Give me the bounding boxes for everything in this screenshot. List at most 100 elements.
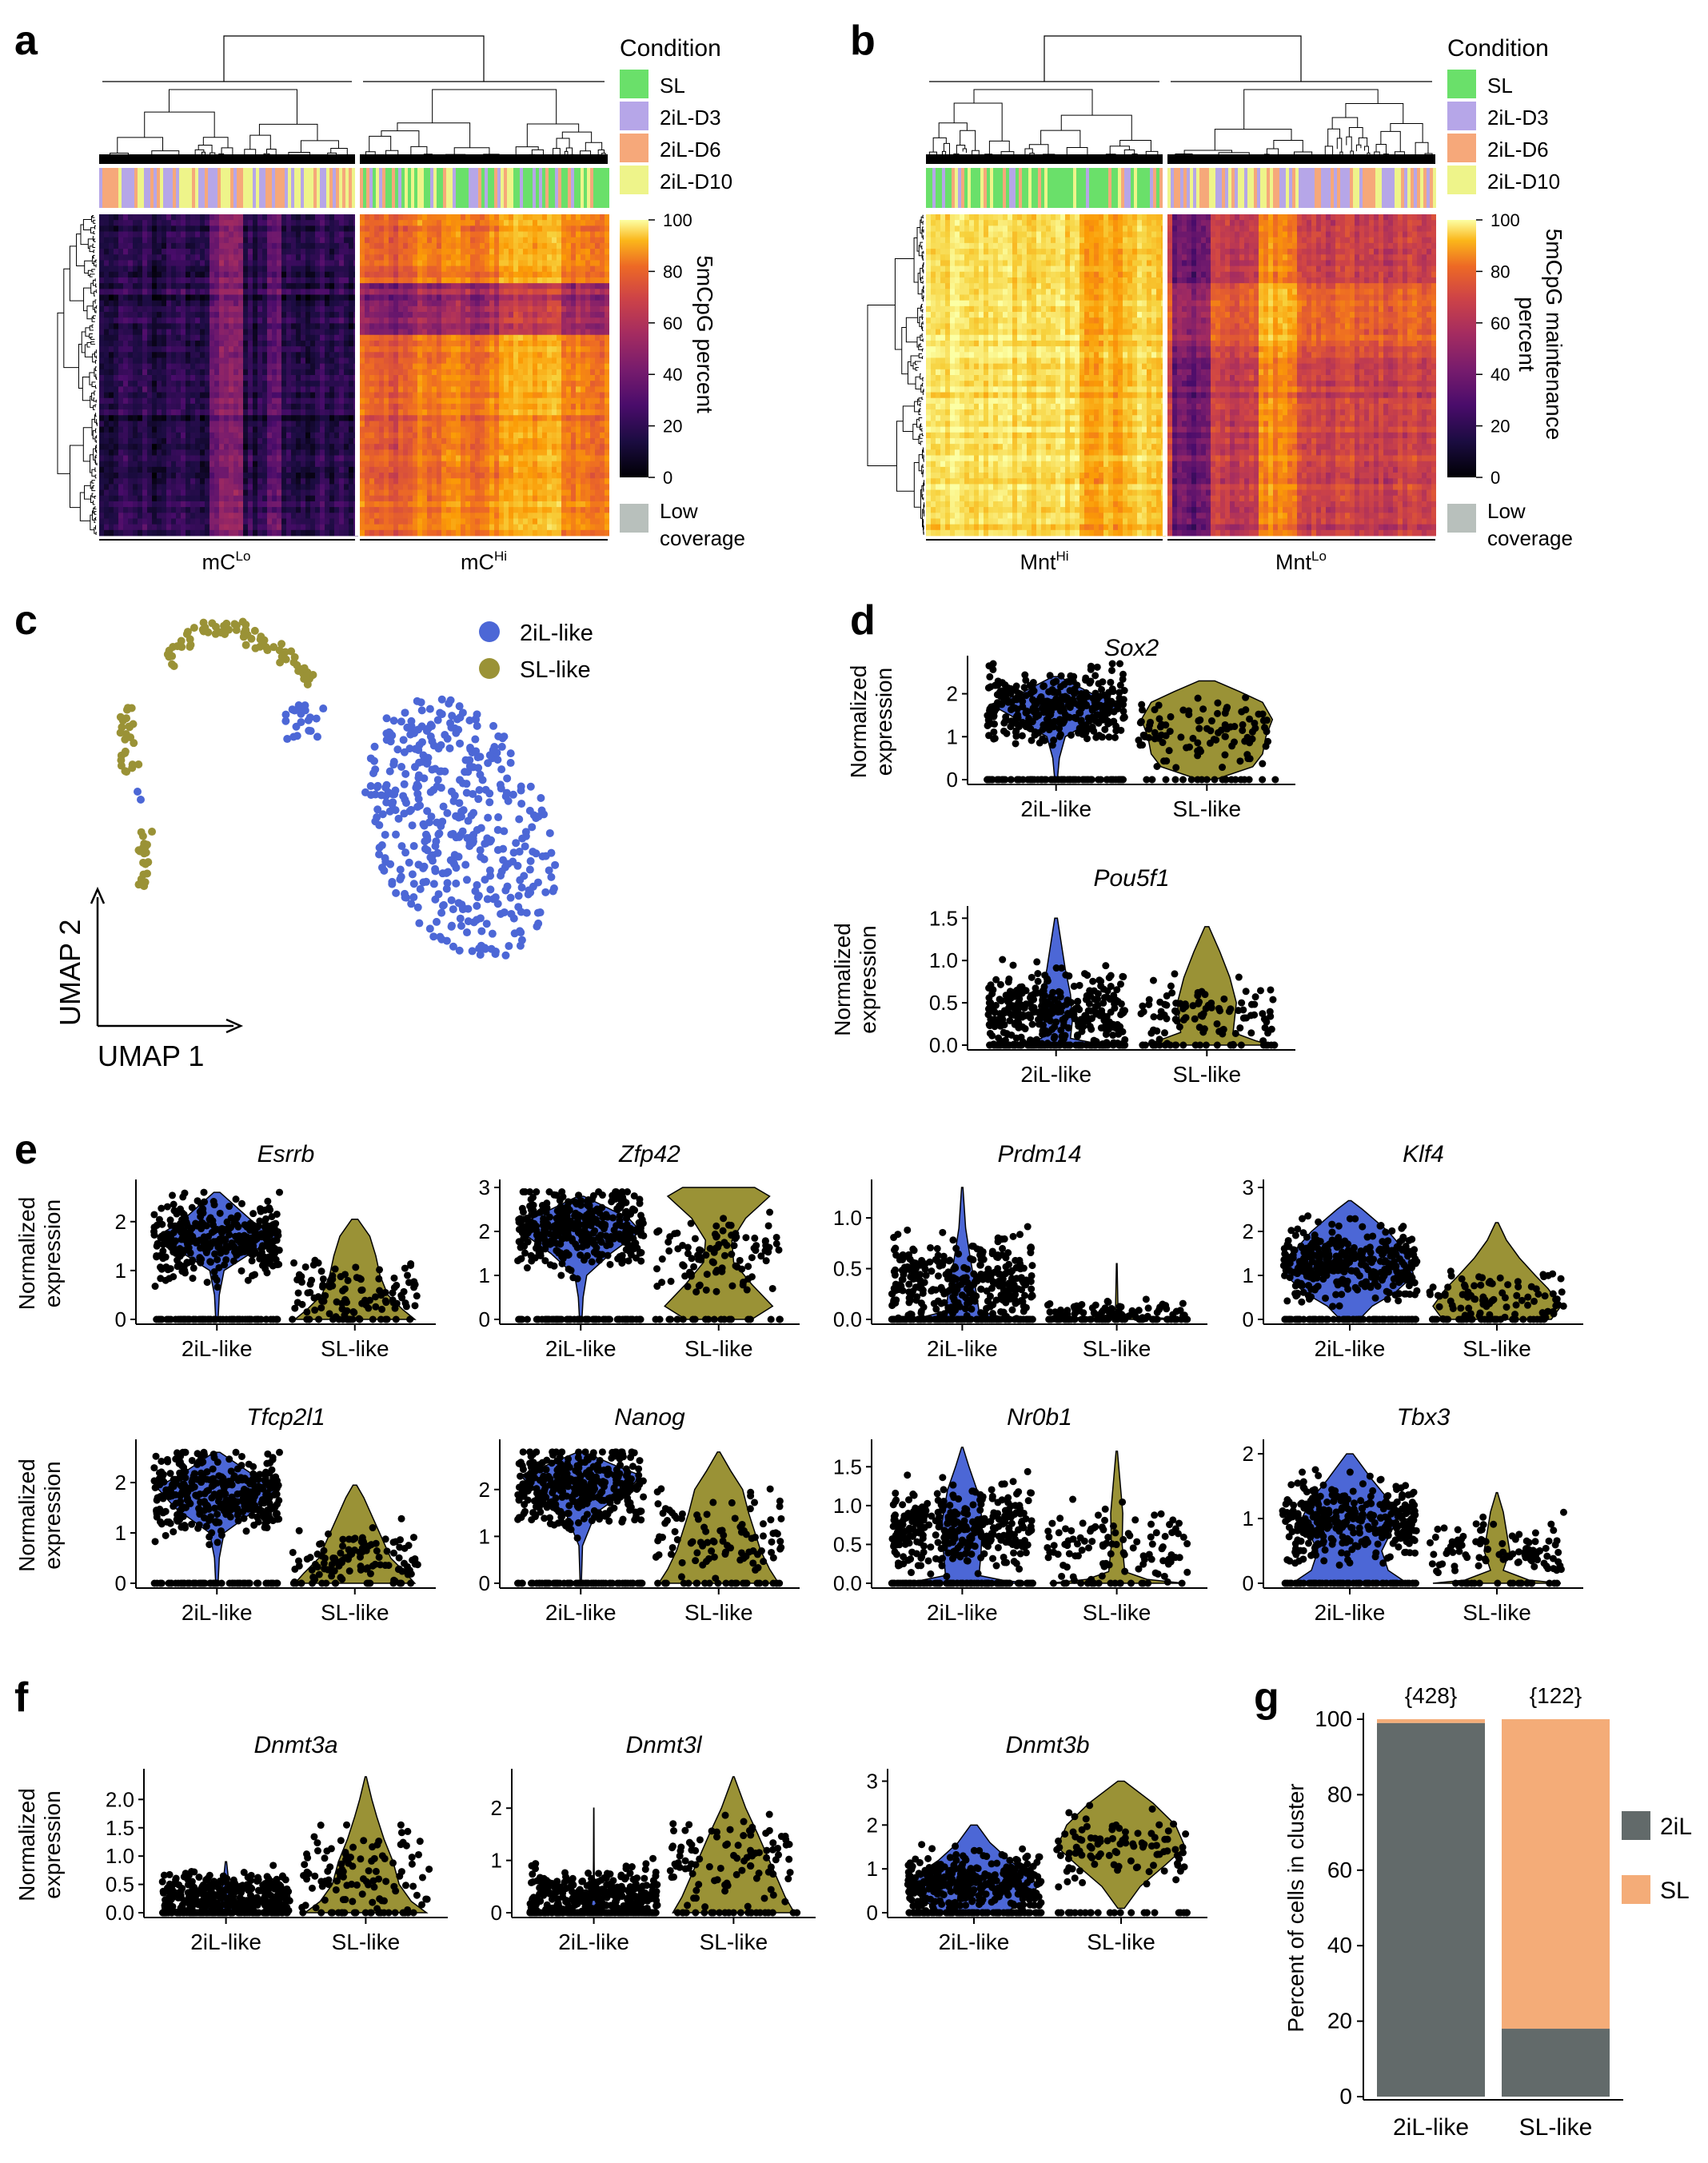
heatmap-cell [432, 340, 437, 347]
heatmap-cell [229, 426, 233, 433]
heatmap-cell [432, 265, 437, 273]
heatmap-cell [465, 283, 470, 289]
heatmap-cell [171, 524, 176, 531]
heatmap-cell [310, 501, 315, 508]
condition-cell [269, 168, 272, 208]
heatmap-cell [190, 489, 195, 497]
heatmap-cell [446, 495, 451, 502]
heatmap-cell [248, 426, 253, 433]
heatmap-cell [176, 461, 181, 468]
heatmap-cell [422, 323, 427, 329]
heatmap-cell [195, 375, 200, 381]
heatmap-cell [147, 346, 152, 353]
heatmap-cell [281, 294, 286, 301]
heatmap-cell [262, 265, 267, 273]
heatmap-cell [329, 369, 334, 376]
heatmap-cell [305, 340, 310, 347]
heatmap-cell [243, 415, 248, 421]
heatmap-cell [365, 489, 369, 497]
heatmap-cell [142, 409, 147, 416]
heatmap-cell [118, 381, 123, 387]
heatmap-cell [233, 369, 238, 376]
heatmap-cell [123, 357, 128, 365]
heatmap-cell [485, 317, 489, 324]
heatmap-cell [437, 254, 441, 261]
heatmap-cell [181, 289, 186, 295]
heatmap-cell [238, 334, 243, 341]
heatmap-cell [427, 340, 432, 347]
condition-cell [510, 168, 513, 208]
condition-cell [597, 168, 600, 208]
heatmap-cell [369, 437, 374, 445]
heatmap-cell [480, 329, 485, 336]
heatmap-cell [224, 369, 229, 376]
heatmap-cell [123, 260, 128, 267]
heatmap-cell [315, 260, 320, 267]
heatmap-cell [296, 225, 301, 232]
heatmap-cell [441, 478, 446, 485]
heatmap-cell [176, 277, 181, 284]
heatmap-cell [267, 397, 272, 405]
heatmap-cell [408, 334, 413, 341]
heatmap-cell [393, 305, 398, 313]
heatmap-cell [200, 473, 205, 479]
heatmap-cell [272, 501, 277, 508]
heatmap-cell [437, 237, 441, 244]
dendrogram-branch [432, 89, 557, 125]
heatmap-cell [281, 352, 286, 358]
condition-cell [170, 168, 173, 208]
heatmap-cell [456, 305, 461, 313]
heatmap-cell [142, 449, 147, 456]
heatmap-cell [475, 277, 480, 284]
heatmap-cell [485, 305, 489, 313]
heatmap-cell [219, 421, 224, 428]
heatmap-cell [344, 455, 349, 462]
heatmap-cell [210, 300, 214, 307]
heatmap-cell [480, 254, 485, 261]
heatmap-cell [437, 484, 441, 490]
heatmap-cell [123, 369, 128, 376]
heatmap-cell [238, 329, 243, 336]
heatmap-cell [374, 369, 379, 376]
heatmap-cell [123, 484, 128, 490]
heatmap-cell [374, 294, 379, 301]
heatmap-cell [229, 346, 233, 353]
heatmap-cell [480, 444, 485, 450]
heatmap-cell [360, 277, 365, 284]
heatmap-cell [422, 524, 427, 531]
heatmap-cell [427, 323, 432, 329]
heatmap-cell [465, 449, 470, 456]
heatmap-cell [166, 409, 171, 416]
dendrogram-branch [95, 413, 97, 417]
heatmap-cell [166, 369, 171, 376]
heatmap-cell [389, 305, 393, 313]
heatmap-cell [470, 214, 475, 221]
heatmap-cell [329, 220, 334, 226]
heatmap-cell [315, 363, 320, 370]
heatmap-cell [296, 305, 301, 313]
heatmap-cell [374, 363, 379, 370]
heatmap-cell [296, 421, 301, 428]
heatmap-cell [315, 346, 320, 353]
heatmap-cell [365, 305, 369, 313]
heatmap-cell [446, 455, 451, 462]
heatmap-cell [162, 518, 166, 525]
heatmap-cell [205, 352, 210, 358]
heatmap-cell [267, 220, 272, 226]
heatmap-cell [257, 397, 262, 405]
condition-cell [561, 168, 565, 208]
heatmap-cell [451, 473, 456, 479]
heatmap-cell [133, 513, 138, 519]
heatmap-cell [138, 271, 142, 278]
heatmap-cell [403, 305, 408, 313]
heatmap-cell [162, 300, 166, 307]
heatmap-cell [219, 277, 224, 284]
heatmap-cell [432, 392, 437, 399]
heatmap-cell [257, 312, 262, 318]
heatmap-cell [243, 432, 248, 439]
heatmap-cell [475, 444, 480, 450]
heatmap-cell [480, 242, 485, 249]
heatmap-cell [224, 340, 229, 347]
heatmap-cell [257, 466, 262, 473]
heatmap-cell [320, 489, 325, 497]
